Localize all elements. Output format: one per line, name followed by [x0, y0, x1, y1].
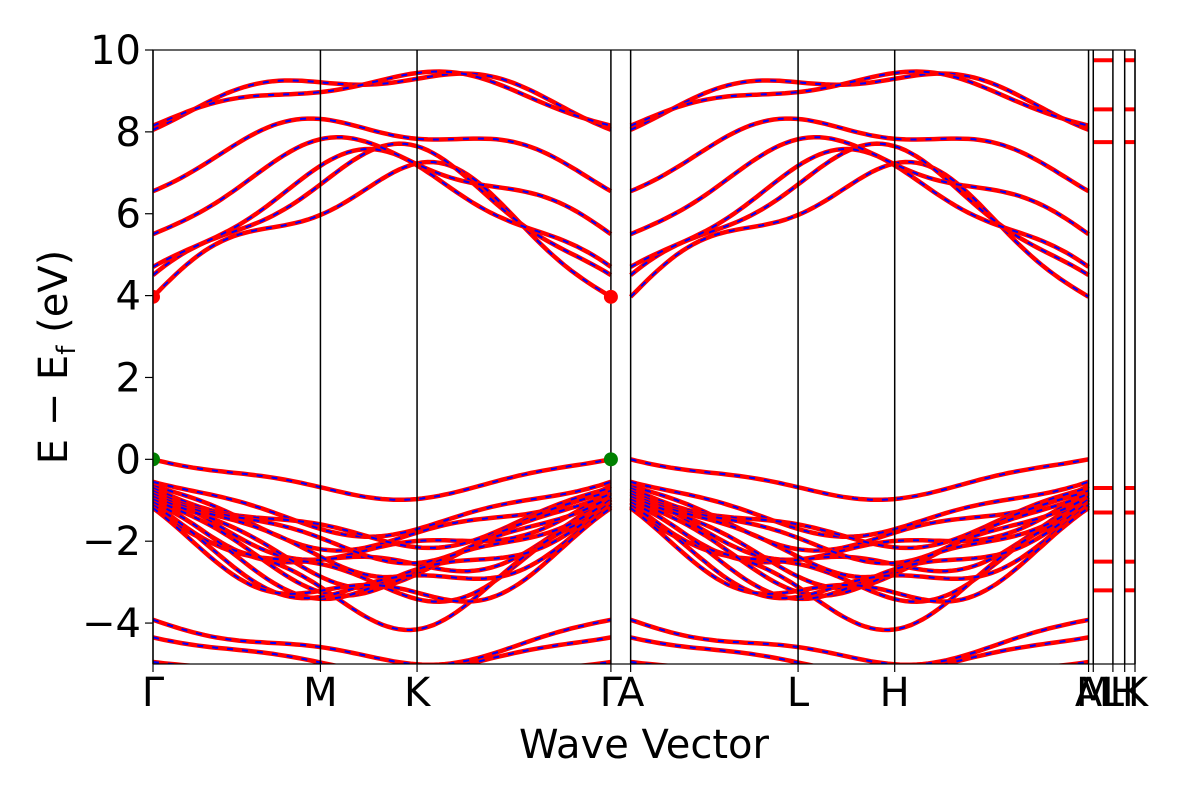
band-line-spin-up	[153, 488, 1090, 566]
y-tick-label: 2	[116, 355, 141, 401]
band-line-spin-down	[153, 636, 1089, 664]
y-tick-label: −2	[82, 519, 141, 565]
plot-frame	[152, 49, 1136, 665]
band-line-spin-down	[153, 505, 1090, 632]
band-line-spin-down	[153, 504, 1090, 600]
band-line-spin-up	[153, 141, 1090, 278]
y-tick-label: 10	[90, 28, 141, 74]
band-line-spin-down	[153, 147, 1090, 268]
cbm-marker	[603, 289, 618, 304]
band-line-spin-up	[153, 500, 1090, 604]
x-tick-label: L	[787, 670, 810, 716]
band-line-spin-up	[153, 457, 1090, 503]
band-line-spin-down	[153, 489, 1089, 565]
band-line-spin-up	[153, 504, 1090, 633]
y-ticks: 10 8 6 4 2 0 −2 −4	[82, 28, 153, 647]
band-line-spin-down	[153, 136, 1090, 236]
band-line-spin-down	[153, 501, 1090, 600]
vbm-marker	[153, 452, 160, 467]
band-line-spin-down	[153, 142, 1090, 276]
band-lines	[153, 58, 1135, 664]
band-line-spin-down	[153, 72, 1089, 131]
x-tick-label: M	[303, 670, 338, 716]
band-line-spin-down	[153, 492, 1089, 579]
y-tick-label: 4	[116, 274, 141, 320]
band-line-spin-down	[153, 480, 1089, 538]
y-tick-label: 8	[116, 110, 141, 156]
vbm-marker	[603, 452, 618, 467]
y-axis-label: E − Ef (eV)	[31, 250, 82, 465]
band-edge-markers	[153, 289, 618, 467]
x-tick-label: H	[1110, 670, 1140, 716]
x-tick-label: H	[880, 670, 910, 716]
y-tick-label: 0	[116, 437, 141, 483]
x-tick-label: L	[1102, 670, 1125, 716]
band-line-spin-down	[153, 484, 1090, 552]
x-tick-label: A	[617, 670, 645, 716]
x-axis-label: Wave Vector	[519, 722, 770, 768]
band-line-spin-down	[153, 618, 1089, 664]
cbm-marker	[153, 289, 160, 304]
band-line-spin-up	[153, 146, 1090, 269]
x-tick-label: K	[1122, 670, 1150, 716]
x-tick-label: Γ	[142, 670, 165, 716]
band-line-spin-up	[153, 491, 1090, 580]
x-tick-label: Γ	[600, 670, 623, 716]
band-line-spin-down	[153, 70, 1089, 127]
x-tick-label: M	[1076, 670, 1111, 716]
band-line-spin-down	[153, 501, 1090, 603]
x-tick-label: K	[404, 670, 432, 716]
band-line-spin-down	[153, 458, 1089, 501]
band-line-spin-up	[153, 116, 1090, 194]
y-tick-label: 6	[116, 192, 141, 238]
x-tick-label: A	[1075, 670, 1103, 716]
y-tick-label: −4	[82, 601, 141, 647]
band-line-spin-down	[153, 507, 1090, 603]
band-line-spin-up	[153, 159, 1090, 299]
band-line-spin-up	[153, 489, 1090, 563]
